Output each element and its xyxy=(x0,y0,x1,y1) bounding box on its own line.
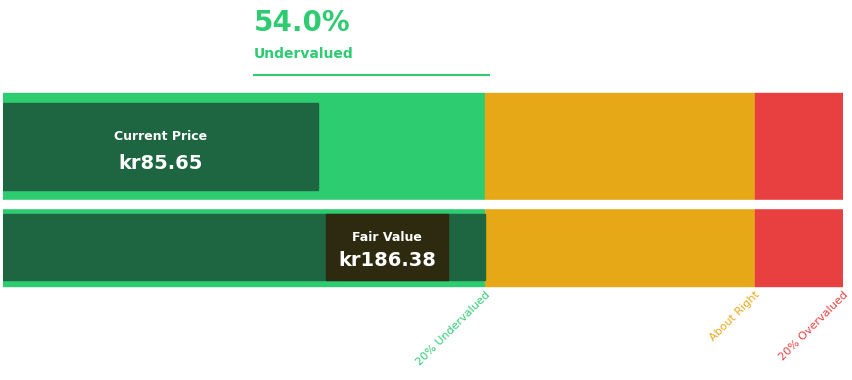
Bar xyxy=(3,214,485,280)
Bar xyxy=(3,103,318,190)
Bar xyxy=(485,93,754,200)
Text: kr85.65: kr85.65 xyxy=(118,154,202,173)
Text: 20% Overvalued: 20% Overvalued xyxy=(776,289,849,362)
Text: 54.0%: 54.0% xyxy=(253,10,350,37)
Bar xyxy=(3,200,842,208)
Bar xyxy=(3,208,485,286)
Text: Undervalued: Undervalued xyxy=(253,47,353,61)
Text: 20% Undervalued: 20% Undervalued xyxy=(414,289,492,367)
Bar xyxy=(754,93,842,200)
Text: kr186.38: kr186.38 xyxy=(338,251,435,270)
Bar xyxy=(754,208,842,286)
Text: Current Price: Current Price xyxy=(113,130,207,143)
Text: Fair Value: Fair Value xyxy=(352,231,422,244)
Text: About Right: About Right xyxy=(707,289,761,343)
Bar xyxy=(485,208,754,286)
Bar xyxy=(3,93,485,200)
Bar xyxy=(326,214,447,280)
